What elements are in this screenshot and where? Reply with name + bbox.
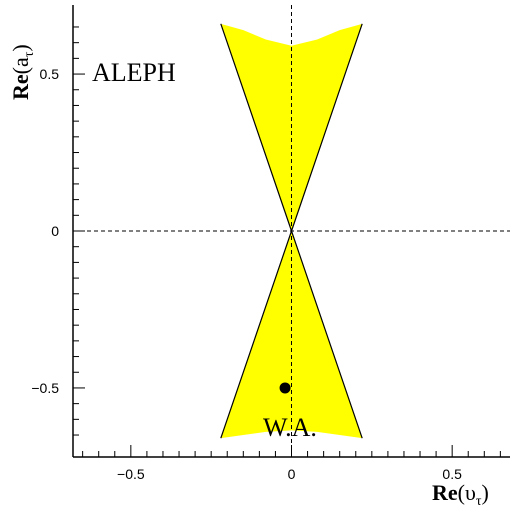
y-axis-title-close: ): [8, 44, 33, 51]
y-axis-title-symbol: a: [8, 57, 33, 67]
x-tick-label: −0.5: [117, 466, 145, 482]
x-tick-label: 0: [288, 466, 296, 482]
x-axis-title-symbol: υ: [465, 480, 476, 505]
x-axis-title-close: ): [482, 480, 489, 505]
lower-left-edge: [220, 230, 293, 439]
experiment-label: ALEPH: [92, 58, 176, 87]
y-tick-label: 0: [51, 223, 59, 239]
x-axis-title-main: Re: [432, 480, 458, 505]
x-axis-title-subscript: τ: [476, 494, 482, 509]
world-average-point: [279, 382, 291, 394]
world-average-marker: [279, 382, 291, 394]
upper-right-edge: [290, 23, 363, 232]
world-average-label: W.A.: [263, 413, 317, 442]
lower-right-edge: [290, 230, 363, 439]
y-axis-title-open: (: [8, 67, 33, 74]
svg-text:Re(aτ): Re(aτ): [8, 44, 37, 100]
axis-ticks: −0.5 0 0.5 0.5 0 −0.5: [31, 26, 501, 482]
y-tick-label: −0.5: [31, 380, 59, 396]
x-axis-title: Re(υτ): [432, 480, 489, 509]
svg-text:Re(υτ): Re(υτ): [432, 480, 489, 509]
x-tick-label: 0.5: [442, 466, 462, 482]
y-axis-title: Re(aτ): [8, 44, 37, 100]
y-axis-title-main: Re: [8, 74, 33, 100]
reference-lines: [73, 5, 510, 457]
upper-left-edge: [220, 23, 293, 232]
x-axis-title-open: (: [458, 480, 465, 505]
y-axis-title-subscript: τ: [22, 51, 37, 57]
y-tick-label: 0.5: [40, 66, 60, 82]
